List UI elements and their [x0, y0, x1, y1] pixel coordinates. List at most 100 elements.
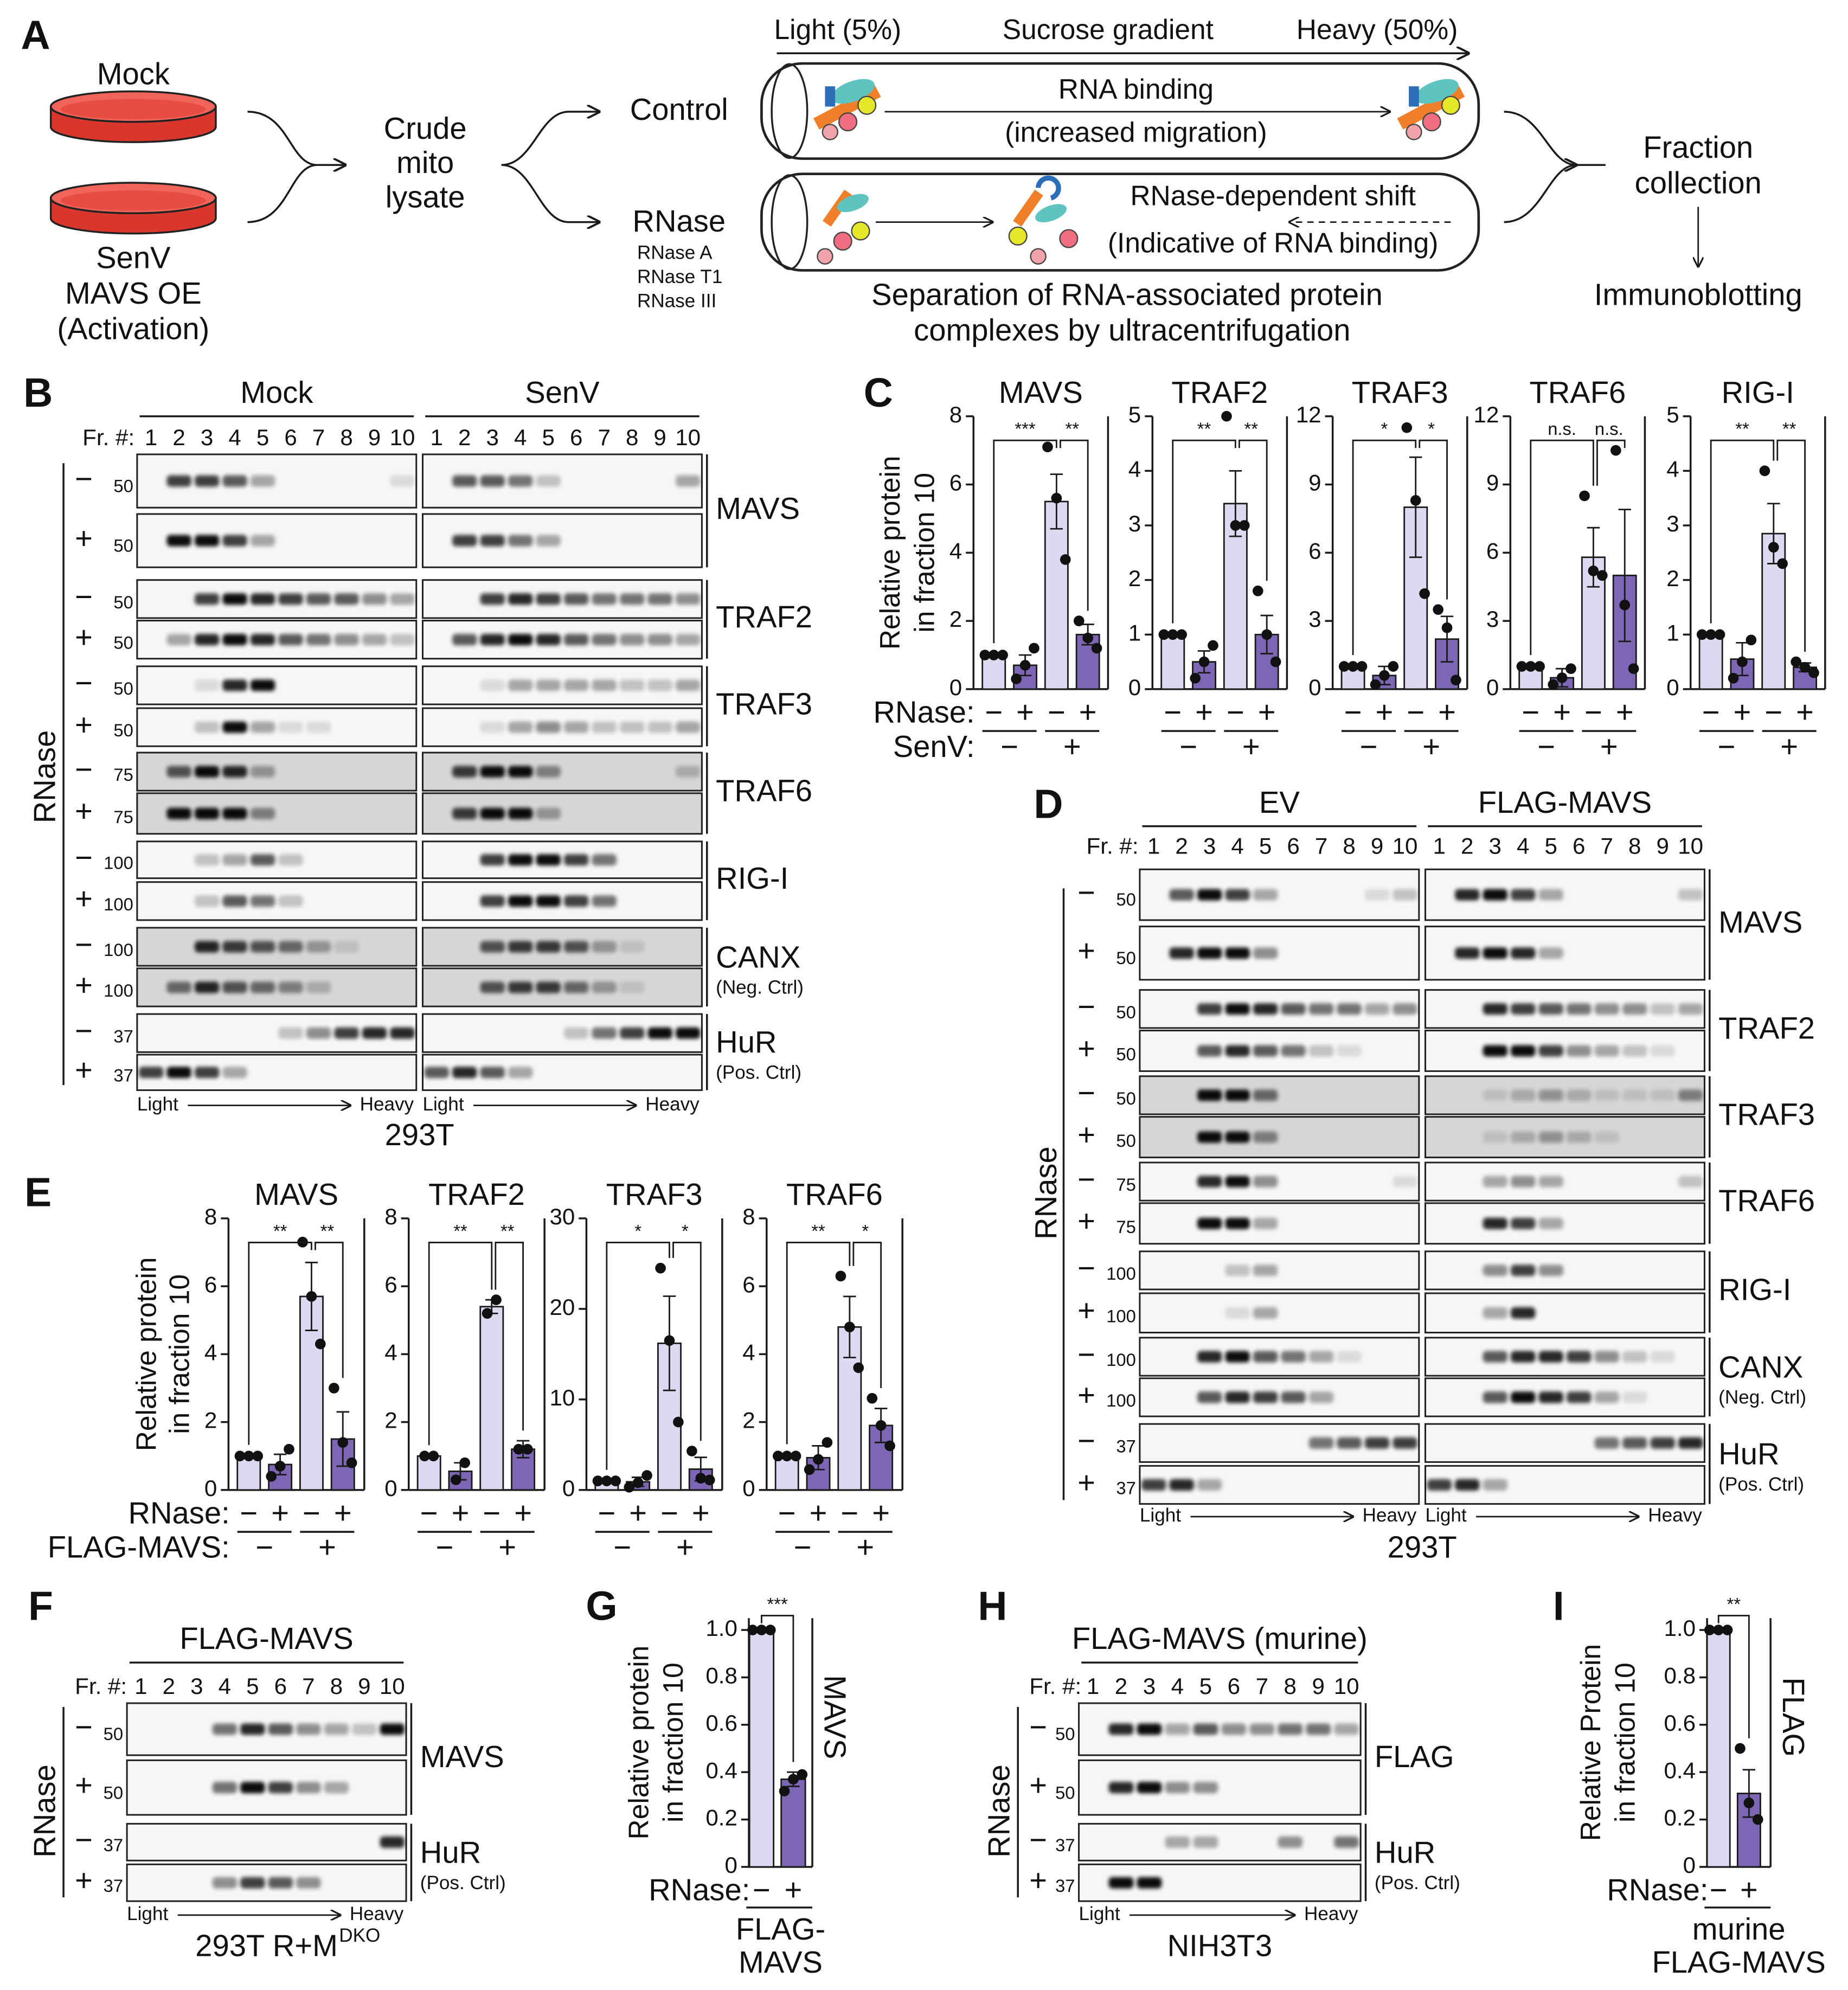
data-point: [513, 1443, 524, 1455]
fraction-number: 1: [431, 425, 443, 450]
blot-band: [508, 475, 533, 487]
blot-band: [352, 1723, 377, 1735]
protein-label: CANX: [1718, 1350, 1803, 1384]
blot-band: [1538, 1003, 1563, 1015]
blot-band: [564, 941, 589, 953]
y-tick-label: 8: [384, 1204, 397, 1229]
data-point: [979, 650, 991, 660]
protein-label: TRAF3: [716, 686, 812, 721]
significance-bracket: [761, 1615, 794, 1762]
x-category: +: [1195, 695, 1213, 729]
chart-title: TRAF2: [428, 1177, 525, 1211]
blot-band: [1622, 1391, 1647, 1403]
y-tick-label: 8: [949, 402, 962, 427]
bar: [416, 1455, 441, 1491]
blot-band: [592, 593, 617, 605]
mw-marker: 50: [113, 633, 133, 653]
data-point: [1525, 661, 1536, 672]
rnase-sign: −: [75, 461, 93, 496]
mw-marker: 50: [104, 1782, 123, 1802]
data-point: [1516, 661, 1528, 672]
blot-band: [592, 854, 617, 866]
blot-band: [1622, 1437, 1647, 1449]
data-point: [1176, 629, 1187, 640]
y-tick-label: 2: [384, 1408, 397, 1433]
blot-band: [1193, 1782, 1218, 1794]
blot-band: [1567, 1089, 1592, 1101]
blot: [136, 927, 418, 967]
treatment-label: RNase: [1029, 1146, 1063, 1240]
blot: [1139, 1075, 1420, 1115]
mw-marker: 50: [113, 476, 133, 496]
condition-label: Mock: [97, 56, 170, 91]
data-point: [844, 1321, 855, 1333]
y-tick-label: 2: [204, 1408, 217, 1433]
rnase-sign: +: [75, 521, 93, 555]
x-category: −: [1164, 695, 1182, 729]
blot-band: [240, 1877, 265, 1889]
data-point: [797, 1769, 808, 1780]
protein-label: RIG-I: [716, 861, 788, 895]
data-point: [1628, 663, 1639, 675]
x-category: +: [1376, 695, 1394, 729]
blot-band: [1308, 1437, 1334, 1449]
data-point: [1082, 632, 1093, 644]
panel-letter: A: [21, 12, 50, 57]
blot-band: [250, 593, 275, 605]
rnase-sign: +: [75, 708, 93, 742]
fraction-number: 4: [1231, 833, 1243, 859]
blot-band: [508, 981, 533, 993]
blot-band: [278, 981, 303, 993]
rnase-name: RNase T1: [637, 266, 722, 287]
x-category: +: [692, 1495, 710, 1530]
blot-band: [278, 854, 303, 866]
significance-bracket: [315, 1242, 344, 1378]
blot-band: [1278, 1723, 1303, 1735]
mw-marker: 50: [1055, 1782, 1075, 1802]
y-tick-label: 6: [1486, 538, 1499, 563]
blot-band: [1137, 1723, 1162, 1735]
y-tick-label: 4: [949, 538, 962, 563]
blot-band: [1538, 889, 1563, 901]
significance-bracket: [248, 1242, 312, 1445]
rnase-sign: −: [75, 752, 93, 786]
control-note: (Neg. Ctrl): [1718, 1387, 1806, 1408]
bar: [1706, 1629, 1731, 1868]
blot: [1425, 1250, 1705, 1291]
significance-label: **: [501, 1221, 515, 1241]
fraction-number: 7: [1601, 833, 1613, 859]
fraction-number: 3: [1489, 833, 1502, 859]
y-tick-label: 6: [949, 470, 962, 496]
significance-label: *: [1428, 419, 1435, 439]
group-sign: −: [255, 1530, 273, 1564]
fraction-number: 5: [1545, 833, 1557, 859]
blot-band: [278, 634, 303, 646]
y-tick-label: 8: [742, 1204, 755, 1229]
y-tick-label: 0.8: [1664, 1663, 1696, 1689]
blot-band: [1193, 1836, 1218, 1848]
fraction-number: 3: [486, 425, 498, 450]
step-label: Control: [630, 92, 728, 126]
significance-label: **: [1727, 1594, 1741, 1614]
data-point: [773, 1450, 784, 1462]
blot-band: [1538, 1217, 1563, 1229]
heavy-label: Heavy: [645, 1094, 700, 1115]
data-point: [1565, 663, 1576, 675]
x-label: RNase:: [649, 1873, 750, 1907]
data-point: [1410, 495, 1421, 506]
blot-band: [1141, 1479, 1166, 1491]
blot-band: [1225, 1176, 1250, 1187]
blot-band: [1337, 1045, 1362, 1057]
blot-band: [1225, 1351, 1250, 1363]
blot-band: [1364, 1437, 1390, 1449]
blot-band: [194, 807, 220, 819]
rnase-sign: −: [1077, 1251, 1095, 1285]
blot-band: [508, 593, 533, 605]
mw-marker: 37: [113, 1026, 133, 1046]
blot: [1139, 1337, 1420, 1377]
group-sign: +: [1422, 729, 1440, 763]
blot-band: [1253, 1003, 1278, 1015]
data-point: [1419, 588, 1430, 599]
blot-band: [250, 634, 275, 646]
blot-band: [1511, 1131, 1536, 1143]
